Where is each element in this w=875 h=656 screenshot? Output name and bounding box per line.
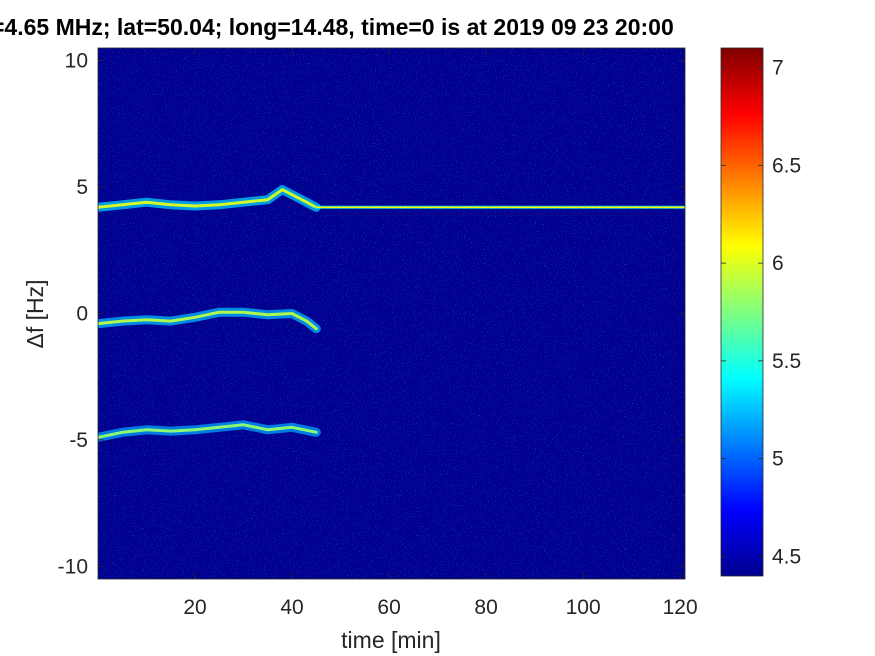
- colorbar-frame: [720, 47, 764, 577]
- y-tick-label: 10: [65, 50, 88, 73]
- x-tick-label: 120: [663, 596, 698, 619]
- colorbar-ticks: 4.5 5 5.5 6 6.5 7: [721, 57, 801, 568]
- y-tick-label: 0: [76, 303, 88, 326]
- colorbar-tick-label: 6: [772, 252, 784, 275]
- x-axis: 20 40 60 80 100 120: [183, 48, 698, 619]
- signal-trace: [98, 423, 318, 439]
- x-tick-label: 60: [377, 596, 400, 619]
- y-axis-label: Δf [Hz]: [22, 279, 48, 348]
- y-tick-label: -10: [58, 555, 88, 578]
- plot-area: [97, 47, 686, 580]
- x-tick-label: 20: [183, 596, 206, 619]
- colorbar: 4.5 5 5.5 6 6.5 7: [720, 47, 801, 577]
- x-tick-label: 80: [474, 596, 497, 619]
- x-tick-label: 40: [280, 596, 303, 619]
- colorbar-tick-label: 7: [772, 57, 784, 80]
- signal-trace: [98, 310, 318, 331]
- y-axis: 10 5 0 -5 -10: [58, 50, 685, 578]
- y-tick-label: -5: [69, 429, 88, 452]
- signal-trace: [98, 188, 318, 209]
- colorbar-gradient: [721, 48, 763, 576]
- noise-speckle: [98, 48, 685, 579]
- signal-traces: [98, 185, 685, 442]
- colorbar-tick-label: 5.5: [772, 350, 801, 373]
- colorbar-tick-label: 6.5: [772, 154, 801, 177]
- x-tick-label: 100: [566, 596, 601, 619]
- x-axis-label: time [min]: [341, 627, 441, 653]
- chart-title: =4.65 MHz; lat=50.04; long=14.48, time=0…: [0, 14, 674, 40]
- y-tick-label: 5: [76, 176, 88, 199]
- colorbar-tick-label: 5: [772, 448, 784, 471]
- colorbar-tick-label: 4.5: [772, 545, 801, 568]
